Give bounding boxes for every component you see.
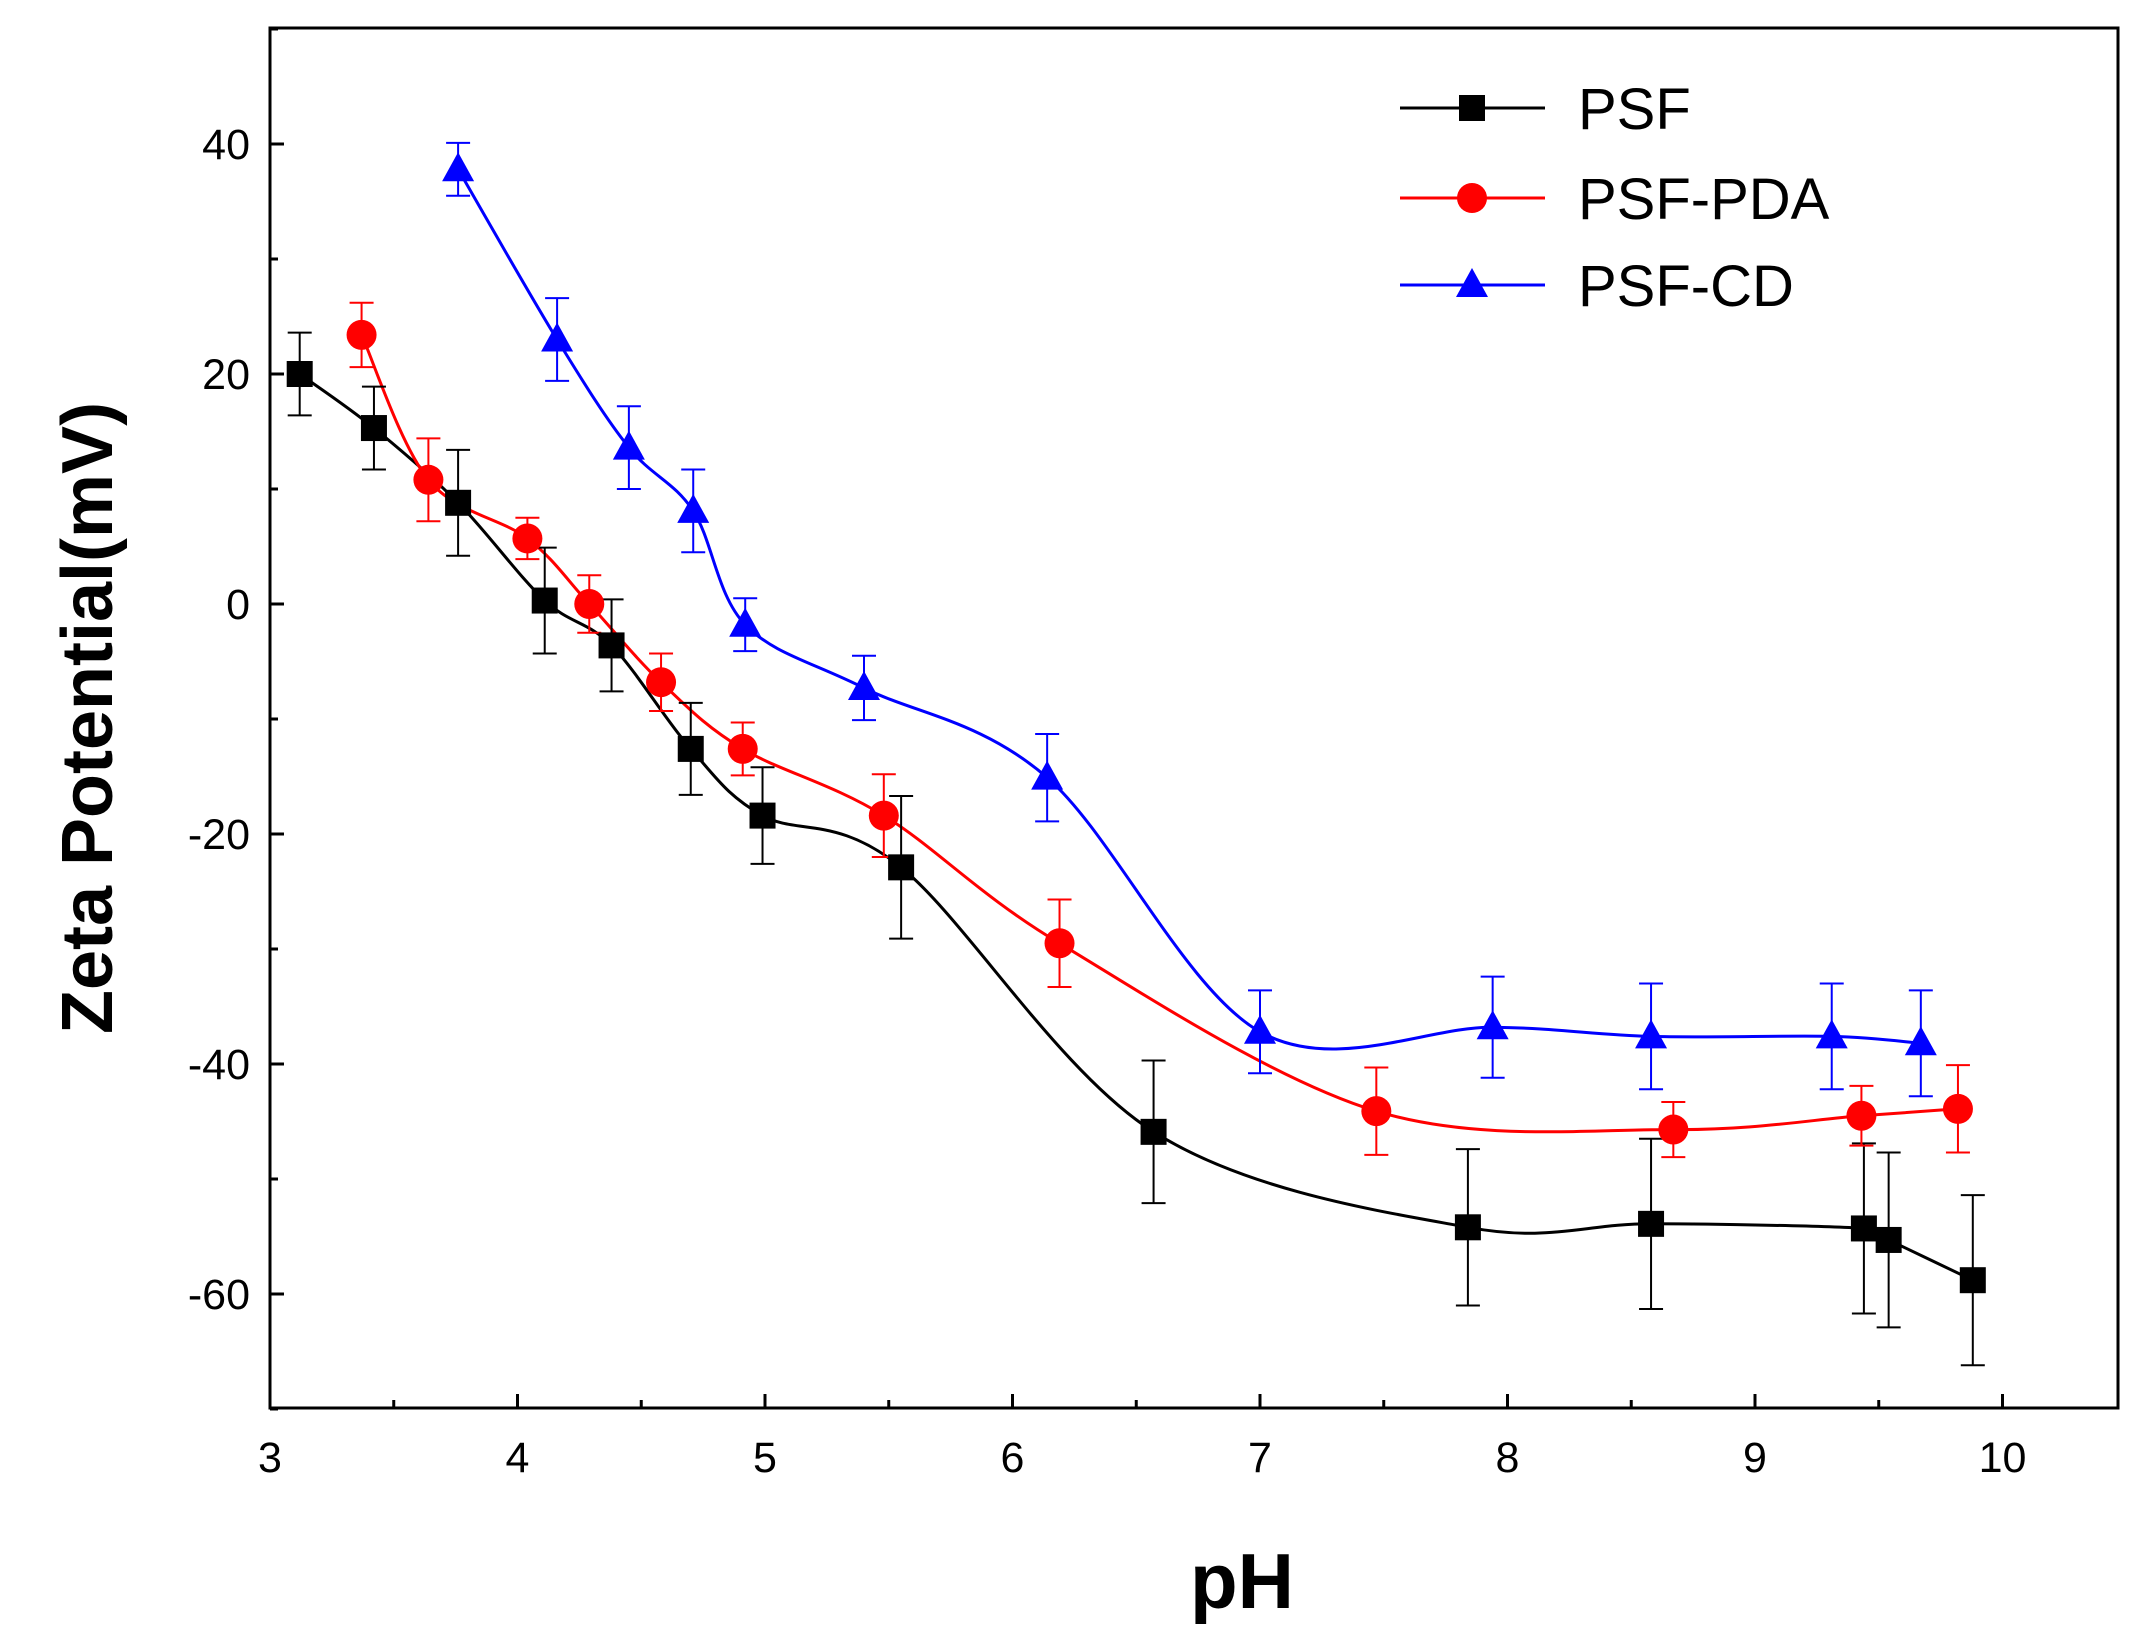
point-psf-pda [1658,1114,1689,1145]
point-psf-cd [541,322,574,352]
point-psf-cd [1815,1019,1848,1049]
x-tick-label: 9 [1743,1434,1767,1482]
y-tick-label: -60 [188,1271,250,1319]
point-psf-pda [1044,928,1075,959]
point-psf [888,854,915,881]
legend-marker-psf [1459,95,1485,121]
legend-label-psf: PSF [1578,77,1691,142]
point-psf [360,415,387,442]
x-tick-label: 5 [753,1434,777,1482]
point-psf-pda [646,667,677,698]
point-psf [1638,1210,1665,1237]
point-psf-pda [574,589,605,619]
point-psf-cd [1635,1019,1668,1049]
legend-marker-psf-pda [1457,183,1487,213]
x-tick-label: 8 [1496,1434,1520,1482]
error-bars [287,141,1985,1367]
point-psf [1875,1226,1902,1253]
x-tick-label: 10 [1979,1434,2027,1482]
legend-label-psf-cd: PSF-CD [1578,254,1794,319]
point-psf-pda [413,464,444,495]
y-tick-label: -20 [188,811,250,859]
point-psf [286,361,313,387]
point-psf [1850,1215,1877,1242]
y-tick-label: 20 [202,351,250,399]
curve-psf-pda [360,334,1959,1134]
point-psf-pda [727,733,758,764]
point-psf [1959,1267,1986,1294]
y-axis: -60 -40 -20 0 20 40 [188,27,284,1411]
point-psf-cd [1244,1014,1276,1044]
point-psf-pda [1942,1093,1973,1124]
point-psf-cd [612,430,645,460]
point-psf-cd [677,493,710,523]
x-tick-label: 3 [258,1434,282,1482]
point-psf [445,489,472,516]
point-psf-pda [868,800,899,831]
data-markers [286,152,1986,1294]
point-psf-cd [729,607,762,637]
x-tick-label: 6 [1001,1434,1025,1482]
curve-psf [298,372,1974,1282]
point-psf [677,735,704,762]
x-tick-label: 7 [1248,1434,1272,1482]
point-psf-cd [848,670,880,700]
legend-label-psf-pda: PSF-PDA [1578,167,1830,232]
y-tick-label: 0 [226,581,250,629]
point-psf-pda [1361,1096,1392,1127]
y-axis-title: Zeta Potential(mV) [48,402,128,1034]
point-psf-cd [1476,1010,1509,1040]
point-psf [598,632,625,659]
point-psf [1454,1214,1481,1241]
point-psf-cd [442,152,475,182]
plot-frame [268,26,2120,1410]
point-psf [1140,1118,1167,1145]
x-tick-label: 4 [506,1434,530,1482]
legend: PSF PSF-PDA PSF-CD [1400,77,1830,319]
point-psf-pda [346,319,377,350]
point-psf [749,802,776,829]
y-tick-label: -40 [188,1041,250,1089]
point-psf-pda [1846,1100,1877,1131]
point-psf-cd [1904,1026,1937,1056]
x-axis-title: pH [1190,1537,1294,1625]
point-psf-cd [1031,760,1064,790]
legend-marker-psf-cd [1456,268,1488,297]
point-psf-pda [512,523,543,554]
point-psf [531,587,558,614]
y-tick-label: 40 [202,121,250,169]
x-axis: 3 4 5 6 7 8 9 10 [258,1394,2026,1482]
